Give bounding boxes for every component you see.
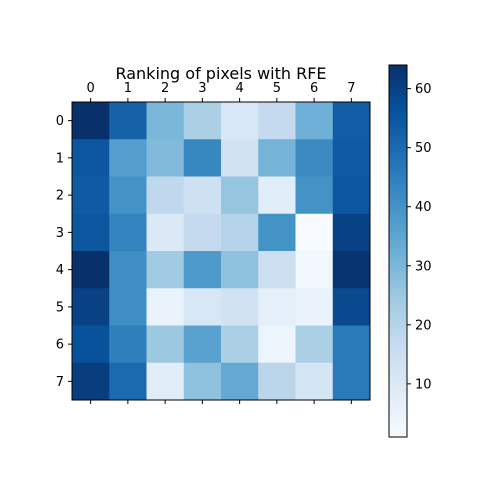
heatmap-cell-r5-c7 (333, 288, 371, 326)
x-tick-label: 1 (124, 81, 132, 96)
heatmap-cell-r4-c5 (258, 251, 296, 289)
heatmap-cell-r1-c5 (258, 139, 296, 177)
heatmap-cell-r6-c3 (184, 326, 222, 364)
heatmap-cell-r3-c4 (221, 214, 259, 252)
heatmap-cell-r7-c4 (221, 363, 259, 401)
heatmap-cell-r6-c1 (109, 326, 147, 364)
x-tick-label: 2 (161, 81, 169, 96)
heatmap-cell-r4-c2 (147, 251, 185, 289)
heatmap-cell-r5-c3 (184, 288, 222, 326)
heatmap-cell-r3-c5 (258, 214, 296, 252)
heatmap-cell-r4-c6 (296, 251, 334, 289)
heatmap-cell-r7-c1 (109, 363, 147, 401)
heatmap-cell-r6-c4 (221, 326, 259, 364)
heatmap-cell-r4-c3 (184, 251, 222, 289)
heatmap-cell-r5-c1 (109, 288, 147, 326)
heatmap-cell-r0-c3 (184, 102, 222, 140)
heatmap-cell-r0-c1 (109, 102, 147, 140)
heatmap-cell-r2-c2 (147, 177, 185, 215)
y-tick-label: 4 (56, 263, 64, 278)
colorbar-ticks: 10 20 30 40 50 60 (407, 82, 432, 392)
heatmap-cell-r7-c3 (184, 363, 222, 401)
heatmap-cell-r7-c7 (333, 363, 371, 401)
heatmap-cell-r7-c5 (258, 363, 296, 401)
heatmap-cell-r6-c0 (72, 326, 110, 364)
heatmap-cell-r5-c0 (72, 288, 110, 326)
y-tick-label: 3 (56, 226, 64, 241)
colorbar-tick-label: 30 (415, 259, 432, 274)
heatmap-cell-r4-c4 (221, 251, 259, 289)
heatmap-cell-r5-c5 (258, 288, 296, 326)
heatmap-cell-r1-c7 (333, 139, 371, 177)
heatmap-cell-r2-c7 (333, 177, 371, 215)
colorbar-tick-label: 40 (415, 200, 432, 215)
y-tick-label: 6 (56, 338, 64, 353)
x-tick-label: 4 (235, 81, 243, 96)
heatmap-cell-r0-c4 (221, 102, 259, 140)
heatmap-cell-r4-c7 (333, 251, 371, 289)
heatmap-cell-r2-c1 (109, 177, 147, 215)
heatmap-cell-r7-c6 (296, 363, 334, 401)
heatmap-cell-r0-c2 (147, 102, 185, 140)
heatmap-cell-r1-c0 (72, 139, 110, 177)
colorbar-tick-label: 20 (415, 318, 432, 333)
heatmap-cell-r0-c0 (72, 102, 110, 140)
heatmap-cell-r2-c6 (296, 177, 334, 215)
heatmap-cell-r3-c0 (72, 214, 110, 252)
heatmap-cell-r3-c6 (296, 214, 334, 252)
heatmap-cell-r1-c3 (184, 139, 222, 177)
heatmap-cell-r2-c0 (72, 177, 110, 215)
heatmap-cell-r7-c0 (72, 363, 110, 401)
heatmap-cells (72, 102, 371, 401)
colorbar-tick-label: 60 (415, 82, 432, 97)
y-tick-label: 5 (56, 300, 64, 315)
y-tick-label: 2 (56, 189, 64, 204)
heatmap-cell-r3-c7 (333, 214, 371, 252)
heatmap-cell-r2-c5 (258, 177, 296, 215)
y-tick-label: 7 (56, 375, 64, 390)
x-tick-label: 7 (347, 81, 355, 96)
colorbar (389, 65, 407, 437)
heatmap-cell-r4-c1 (109, 251, 147, 289)
heatmap-cell-r5-c6 (296, 288, 334, 326)
heatmap-cell-r7-c2 (147, 363, 185, 401)
heatmap-cell-r6-c7 (333, 326, 371, 364)
heatmap-cell-r6-c5 (258, 326, 296, 364)
x-tick-label: 3 (198, 81, 206, 96)
heatmap-cell-r1-c1 (109, 139, 147, 177)
heatmap-cell-r0-c6 (296, 102, 334, 140)
heatmap-cell-r0-c5 (258, 102, 296, 140)
heatmap-cell-r5-c2 (147, 288, 185, 326)
colorbar-tick-label: 10 (415, 377, 432, 392)
heatmap-cell-r2-c3 (184, 177, 222, 215)
y-tick-label: 1 (56, 151, 64, 166)
heatmap-cell-r1-c2 (147, 139, 185, 177)
heatmap-cell-r5-c4 (221, 288, 259, 326)
x-tick-label: 6 (310, 81, 318, 96)
heatmap-cell-r3-c2 (147, 214, 185, 252)
heatmap-cell-r2-c4 (221, 177, 259, 215)
colorbar-tick-label: 50 (415, 141, 432, 156)
x-tick-label: 5 (273, 81, 281, 96)
y-tick-label: 0 (56, 114, 64, 129)
heatmap-cell-r3-c3 (184, 214, 222, 252)
heatmap-cell-r1-c6 (296, 139, 334, 177)
chart-title: Ranking of pixels with RFE (115, 64, 326, 83)
heatmap-cell-r6-c6 (296, 326, 334, 364)
heatmap-cell-r4-c0 (72, 251, 110, 289)
x-tick-label: 0 (86, 81, 94, 96)
heatmap-cell-r6-c2 (147, 326, 185, 364)
heatmap-cell-r1-c4 (221, 139, 259, 177)
heatmap-cell-r0-c7 (333, 102, 371, 140)
heatmap-cell-r3-c1 (109, 214, 147, 252)
